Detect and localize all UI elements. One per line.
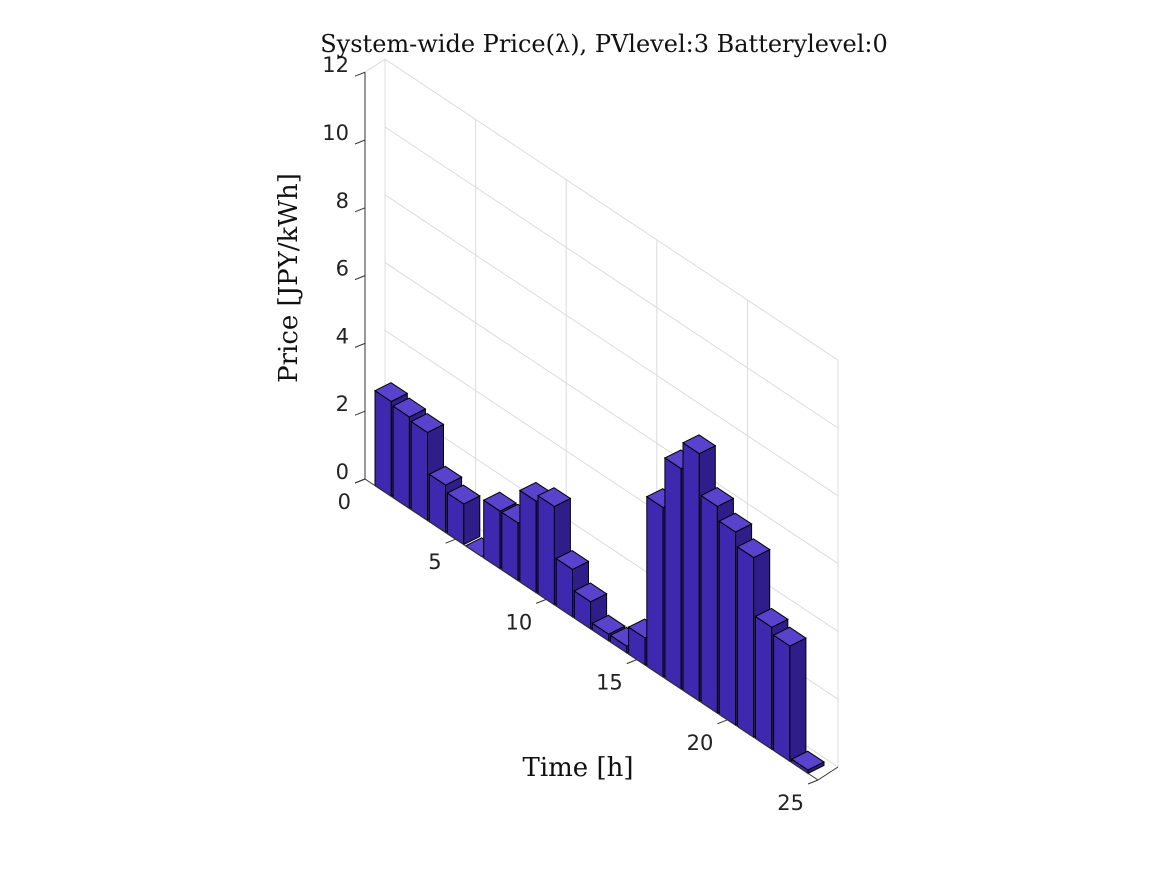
x-tick-2: [536, 598, 547, 604]
y-tick-3: [354, 275, 366, 281]
bar-front-2: [392, 405, 410, 510]
bar-front-23: [773, 634, 791, 763]
bar-front-1: [374, 389, 392, 498]
top-depth-edge: [364, 58, 386, 73]
x-tick-label-0: 0: [338, 490, 351, 514]
bar-front-22: [755, 615, 773, 751]
bar-front-19: [700, 494, 718, 715]
bar-top-23: [772, 626, 807, 647]
bar-top-18: [682, 434, 717, 455]
chart-title: System-wide Price(λ), PVlevel:3 Batteryl…: [320, 30, 888, 58]
grid-line-y-4: [384, 194, 839, 497]
bar-23: [772, 626, 807, 763]
y-tick-label-4: 8: [336, 189, 349, 213]
bar-5: [446, 484, 481, 546]
bar-front-3: [410, 420, 428, 522]
bar-top-19: [700, 487, 735, 507]
bar-top-7: [482, 491, 517, 512]
x-axis-line: [364, 478, 819, 781]
grid-line-y-6: [384, 58, 839, 361]
bar-top-1: [374, 382, 409, 403]
end-depth-edge: [817, 766, 839, 781]
bar-top-21: [736, 538, 771, 559]
y-tick-1: [354, 410, 366, 416]
y-tick-4: [354, 207, 366, 213]
y-tick-label-5: 10: [322, 121, 349, 145]
x-tick-label-2: 10: [505, 610, 532, 634]
x-axis-label: Time [h]: [523, 753, 634, 783]
bar-top-11: [555, 550, 590, 570]
y-tick-2: [354, 342, 366, 348]
bar-front-16: [646, 495, 664, 679]
bar-top-4: [428, 465, 463, 486]
grid-line-y-5: [384, 126, 839, 429]
bar-top-22: [754, 607, 789, 628]
x-tick-5: [807, 779, 819, 785]
bar-front-8: [501, 511, 519, 582]
x-tick-label-4: 20: [687, 731, 714, 755]
bar-top-13: [591, 614, 626, 635]
bar-front-21: [736, 545, 755, 739]
bar-front-9: [519, 489, 537, 594]
y-tick-label-0: 0: [336, 460, 349, 484]
y-tick-label-1: 2: [336, 392, 349, 416]
bar-top-20: [718, 512, 753, 533]
x-tick-label-1: 5: [428, 550, 441, 574]
bar-side-23: [789, 637, 807, 763]
y-tick-label-6: 12: [322, 53, 349, 77]
bar-top-5: [446, 484, 481, 505]
y-tick-label-3: 6: [336, 257, 349, 281]
x-tick-4: [717, 719, 728, 725]
y-axis-label: Price [JPY/kWh]: [274, 173, 304, 383]
bar-top-10: [537, 487, 572, 508]
x-tick-label-3: 15: [596, 671, 623, 695]
y-tick-5: [354, 139, 366, 145]
y-tick-6: [354, 71, 366, 77]
x-tick-label-5: 25: [777, 791, 804, 815]
bar-front-10: [537, 494, 555, 606]
bar-top-24: [790, 750, 825, 771]
bar-front-7: [483, 499, 501, 570]
bar-front-20: [718, 520, 737, 727]
ticks-layer: 0 2 4 6 8 10 12 0 5 10 15 20 25: [322, 53, 839, 815]
grid-line-y-3: [384, 262, 839, 565]
bar-top-2: [392, 397, 427, 418]
bar-top-3: [410, 413, 445, 433]
bar-front-18: [682, 441, 700, 703]
bar-front-17: [664, 456, 682, 691]
x-tick-0: [354, 478, 366, 484]
x-tick-3: [626, 659, 637, 665]
bar-top-12: [573, 582, 608, 603]
y-tick-label-2: 4: [336, 324, 349, 348]
x-tick-1: [445, 538, 456, 544]
